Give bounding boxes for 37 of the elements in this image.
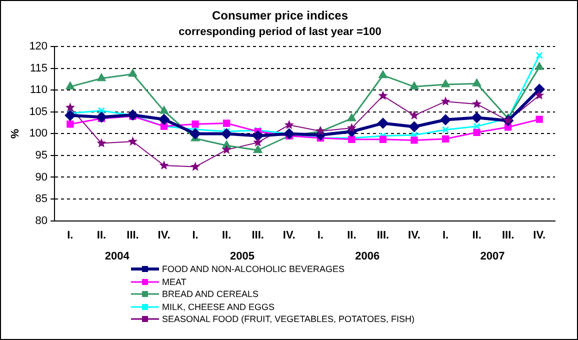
y-tick-label: 105	[29, 106, 48, 118]
x-tick-label: III.	[126, 229, 139, 242]
x-tick-label: I.	[67, 229, 74, 242]
text: 2006	[355, 250, 380, 263]
x-tick-label: I.	[192, 229, 198, 242]
y-tick-label: 100	[29, 128, 48, 140]
x-tick-label: II.	[96, 229, 106, 242]
x-tick-label: IV.	[533, 229, 546, 242]
x-tick-label: I.	[442, 229, 449, 242]
y-tick-label: 120	[29, 40, 48, 53]
x-tick-label: III.	[252, 229, 264, 242]
y-tick-label: 90	[35, 171, 48, 184]
x-tick-label: II.	[472, 229, 482, 242]
legend-label: SEASONAL FOOD (FRUIT, VEGETABLES, POTATOES, FISH)	[162, 313, 415, 326]
y-tick-label: 95	[35, 150, 48, 162]
x-tick-label: II.	[347, 229, 356, 242]
x-tick-label: III.	[376, 229, 390, 242]
legend-label: BREAD AND CEREALS	[162, 288, 259, 300]
y-tick-label: 110	[30, 84, 48, 96]
x-tick-label: IV.	[408, 229, 420, 242]
text: 2005	[230, 250, 254, 263]
y-tick-label: 115	[30, 62, 48, 74]
x-tick-label: IV.	[282, 229, 296, 242]
chart-title: Consumer price indices	[212, 8, 348, 23]
x-tick-label: IV.	[158, 229, 170, 242]
text: 2007	[480, 250, 505, 263]
x-tick-label: III.	[502, 229, 514, 242]
y-axis-title: %	[10, 128, 22, 139]
x-tick-label: II.	[222, 229, 232, 242]
x-tick-label: I.	[317, 229, 324, 242]
y-tick-label: 85	[35, 193, 48, 206]
y-tick-label: 80	[35, 214, 48, 227]
text: 2004	[104, 250, 130, 263]
legend-label: MEAT	[162, 276, 186, 288]
legend-label: FOOD AND NON-ALCOHOLIC BEVERAGES	[162, 263, 345, 276]
chart-subtitle: corresponding period of last year =100	[178, 26, 382, 38]
legend-label: MILK, CHEESE AND EGGS	[162, 300, 275, 313]
